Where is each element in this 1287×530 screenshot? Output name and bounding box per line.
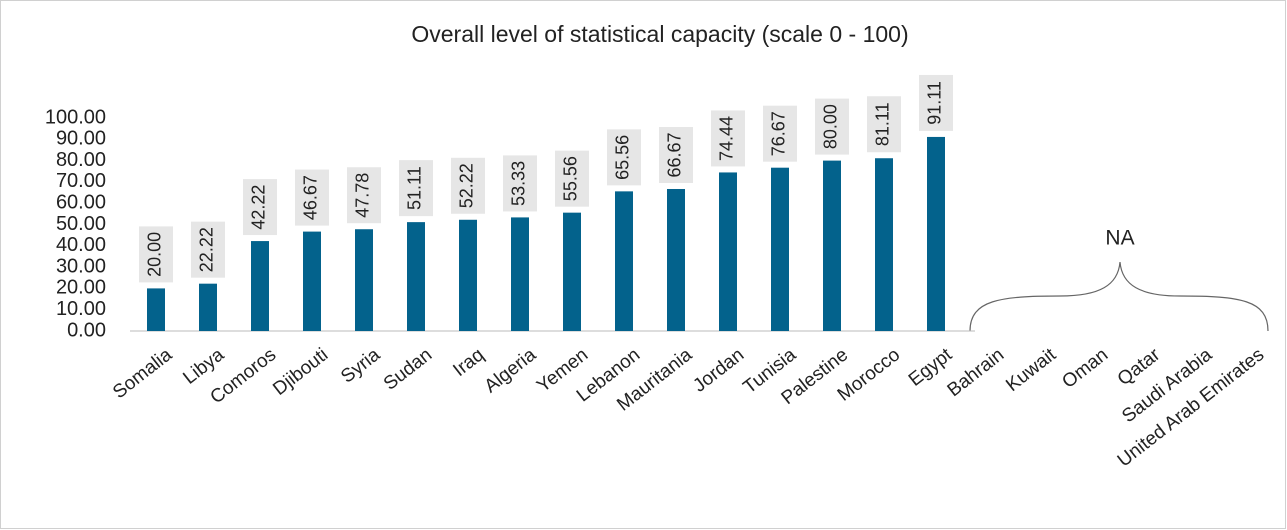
value-label-box: [867, 96, 901, 153]
y-tick-label: 50.00: [56, 213, 106, 235]
value-label-box: [659, 126, 693, 183]
bar: [771, 167, 789, 331]
value-label-box: [607, 129, 641, 186]
bar: [199, 283, 217, 331]
value-label: 74.44: [717, 116, 737, 161]
value-label: 46.67: [301, 175, 321, 220]
bar: [511, 217, 529, 331]
bar: [355, 229, 373, 331]
bar: [563, 212, 581, 331]
value-label: 80.00: [821, 104, 841, 149]
value-label-box: [815, 98, 849, 155]
value-label: 81.11: [873, 102, 893, 146]
value-label-box: [295, 169, 329, 226]
na-brace: [969, 261, 1269, 332]
y-tick-label: 70.00: [56, 170, 106, 192]
value-label-box: [919, 74, 953, 131]
bar: [667, 188, 685, 331]
value-label-box: [711, 110, 745, 167]
value-label: 47.78: [353, 173, 373, 218]
value-label: 55.56: [561, 156, 581, 201]
bar: [875, 158, 893, 331]
y-tick-label: 80.00: [56, 149, 106, 171]
value-label: 22.22: [197, 227, 217, 272]
value-label-box: [503, 155, 537, 212]
bar: [615, 191, 633, 331]
value-label: 51.11: [405, 166, 425, 210]
bar: [147, 288, 165, 331]
value-label-box: [399, 160, 433, 217]
value-label: 76.67: [769, 111, 789, 156]
y-tick-label: 10.00: [56, 298, 106, 320]
y-tick-label: 60.00: [56, 191, 106, 213]
value-label-box: [763, 105, 797, 162]
bar: [823, 160, 841, 331]
value-label-box: [243, 179, 277, 236]
value-label: 91.11: [925, 81, 945, 125]
na-annotation: NA: [1105, 227, 1134, 250]
value-label: 42.22: [249, 185, 269, 230]
y-tick-label: 30.00: [56, 255, 106, 277]
bar: [459, 219, 477, 331]
value-label: 20.00: [145, 232, 165, 277]
value-label-box: [555, 150, 589, 207]
value-label-box: [451, 157, 485, 214]
y-tick-label: 90.00: [56, 128, 106, 150]
value-label: 53.33: [509, 161, 529, 206]
y-tick-label: 20.00: [56, 277, 106, 299]
value-label-box: [347, 167, 381, 224]
chart-title: Overall level of statistical capacity (s…: [411, 21, 908, 47]
bar: [407, 222, 425, 331]
value-label: 52.22: [457, 163, 477, 208]
value-label-box: [139, 226, 173, 283]
y-tick-label: 0.00: [67, 319, 106, 341]
bar: [251, 241, 269, 331]
bar: [927, 136, 945, 331]
bar: [719, 172, 737, 331]
value-label-box: [191, 221, 225, 278]
bar: [303, 231, 321, 331]
y-tick-label: 100.00: [45, 106, 106, 128]
y-tick-label: 40.00: [56, 234, 106, 256]
value-label: 65.56: [613, 135, 633, 180]
value-label: 66.67: [665, 132, 685, 177]
